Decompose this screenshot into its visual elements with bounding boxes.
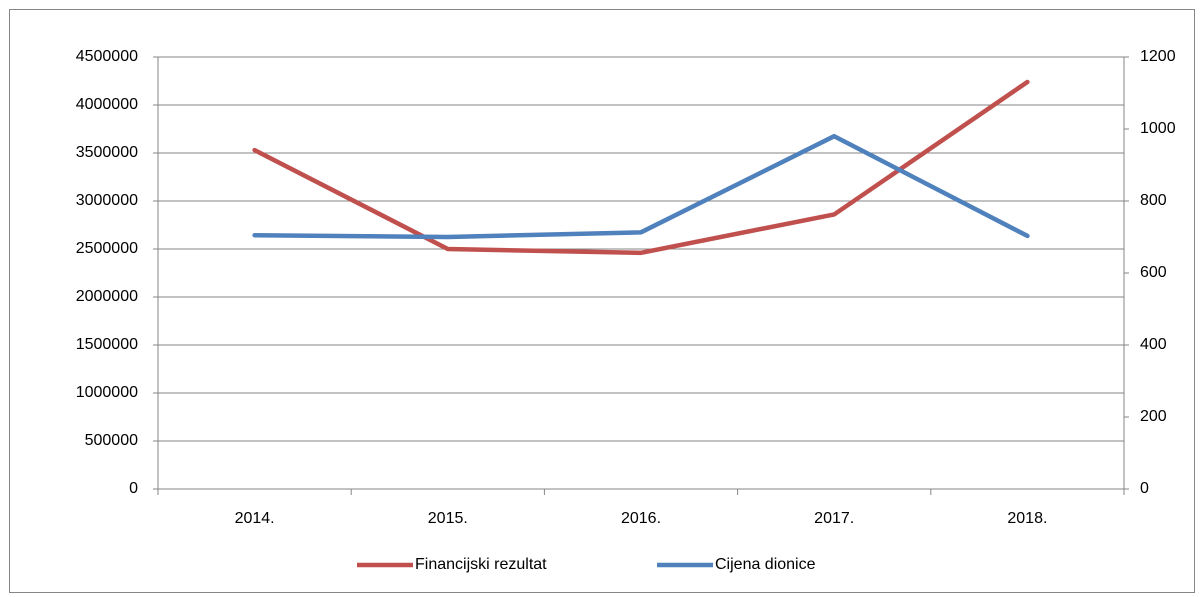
- y-tick-label: 1000000: [76, 384, 138, 401]
- y2-tick-label: 200: [1140, 408, 1167, 425]
- y2-tick-label: 1200: [1140, 48, 1176, 65]
- series-line: [252, 133, 1030, 240]
- y-tick-label: 3000000: [76, 192, 138, 209]
- y-tick-label: 0: [129, 480, 138, 497]
- x-tick-label: 2018.: [1007, 510, 1047, 527]
- y-tick-label: 4500000: [76, 48, 138, 65]
- y-tick-label: 2000000: [76, 288, 138, 305]
- y2-tick-label: 800: [1140, 192, 1167, 209]
- y2-tick-label: 600: [1140, 264, 1167, 281]
- legend-label: Cijena dionice: [715, 556, 816, 573]
- y-tick-label: 500000: [85, 432, 138, 449]
- chart-frame: [9, 9, 1195, 593]
- legend-label: Financijski rezultat: [415, 556, 547, 573]
- y-tick-label: 3500000: [76, 144, 138, 161]
- y-tick-label: 1500000: [76, 336, 138, 353]
- y2-tick-label: 400: [1140, 336, 1167, 353]
- x-tick-label: 2015.: [428, 510, 468, 527]
- y2-tick-label: 0: [1140, 480, 1149, 497]
- x-tick-label: 2014.: [235, 510, 275, 527]
- x-tick-label: 2017.: [814, 510, 854, 527]
- y-tick-label: 2500000: [76, 240, 138, 257]
- y-tick-label: 4000000: [76, 96, 138, 113]
- y2-tick-label: 1000: [1140, 120, 1176, 137]
- x-tick-label: 2016.: [621, 510, 661, 527]
